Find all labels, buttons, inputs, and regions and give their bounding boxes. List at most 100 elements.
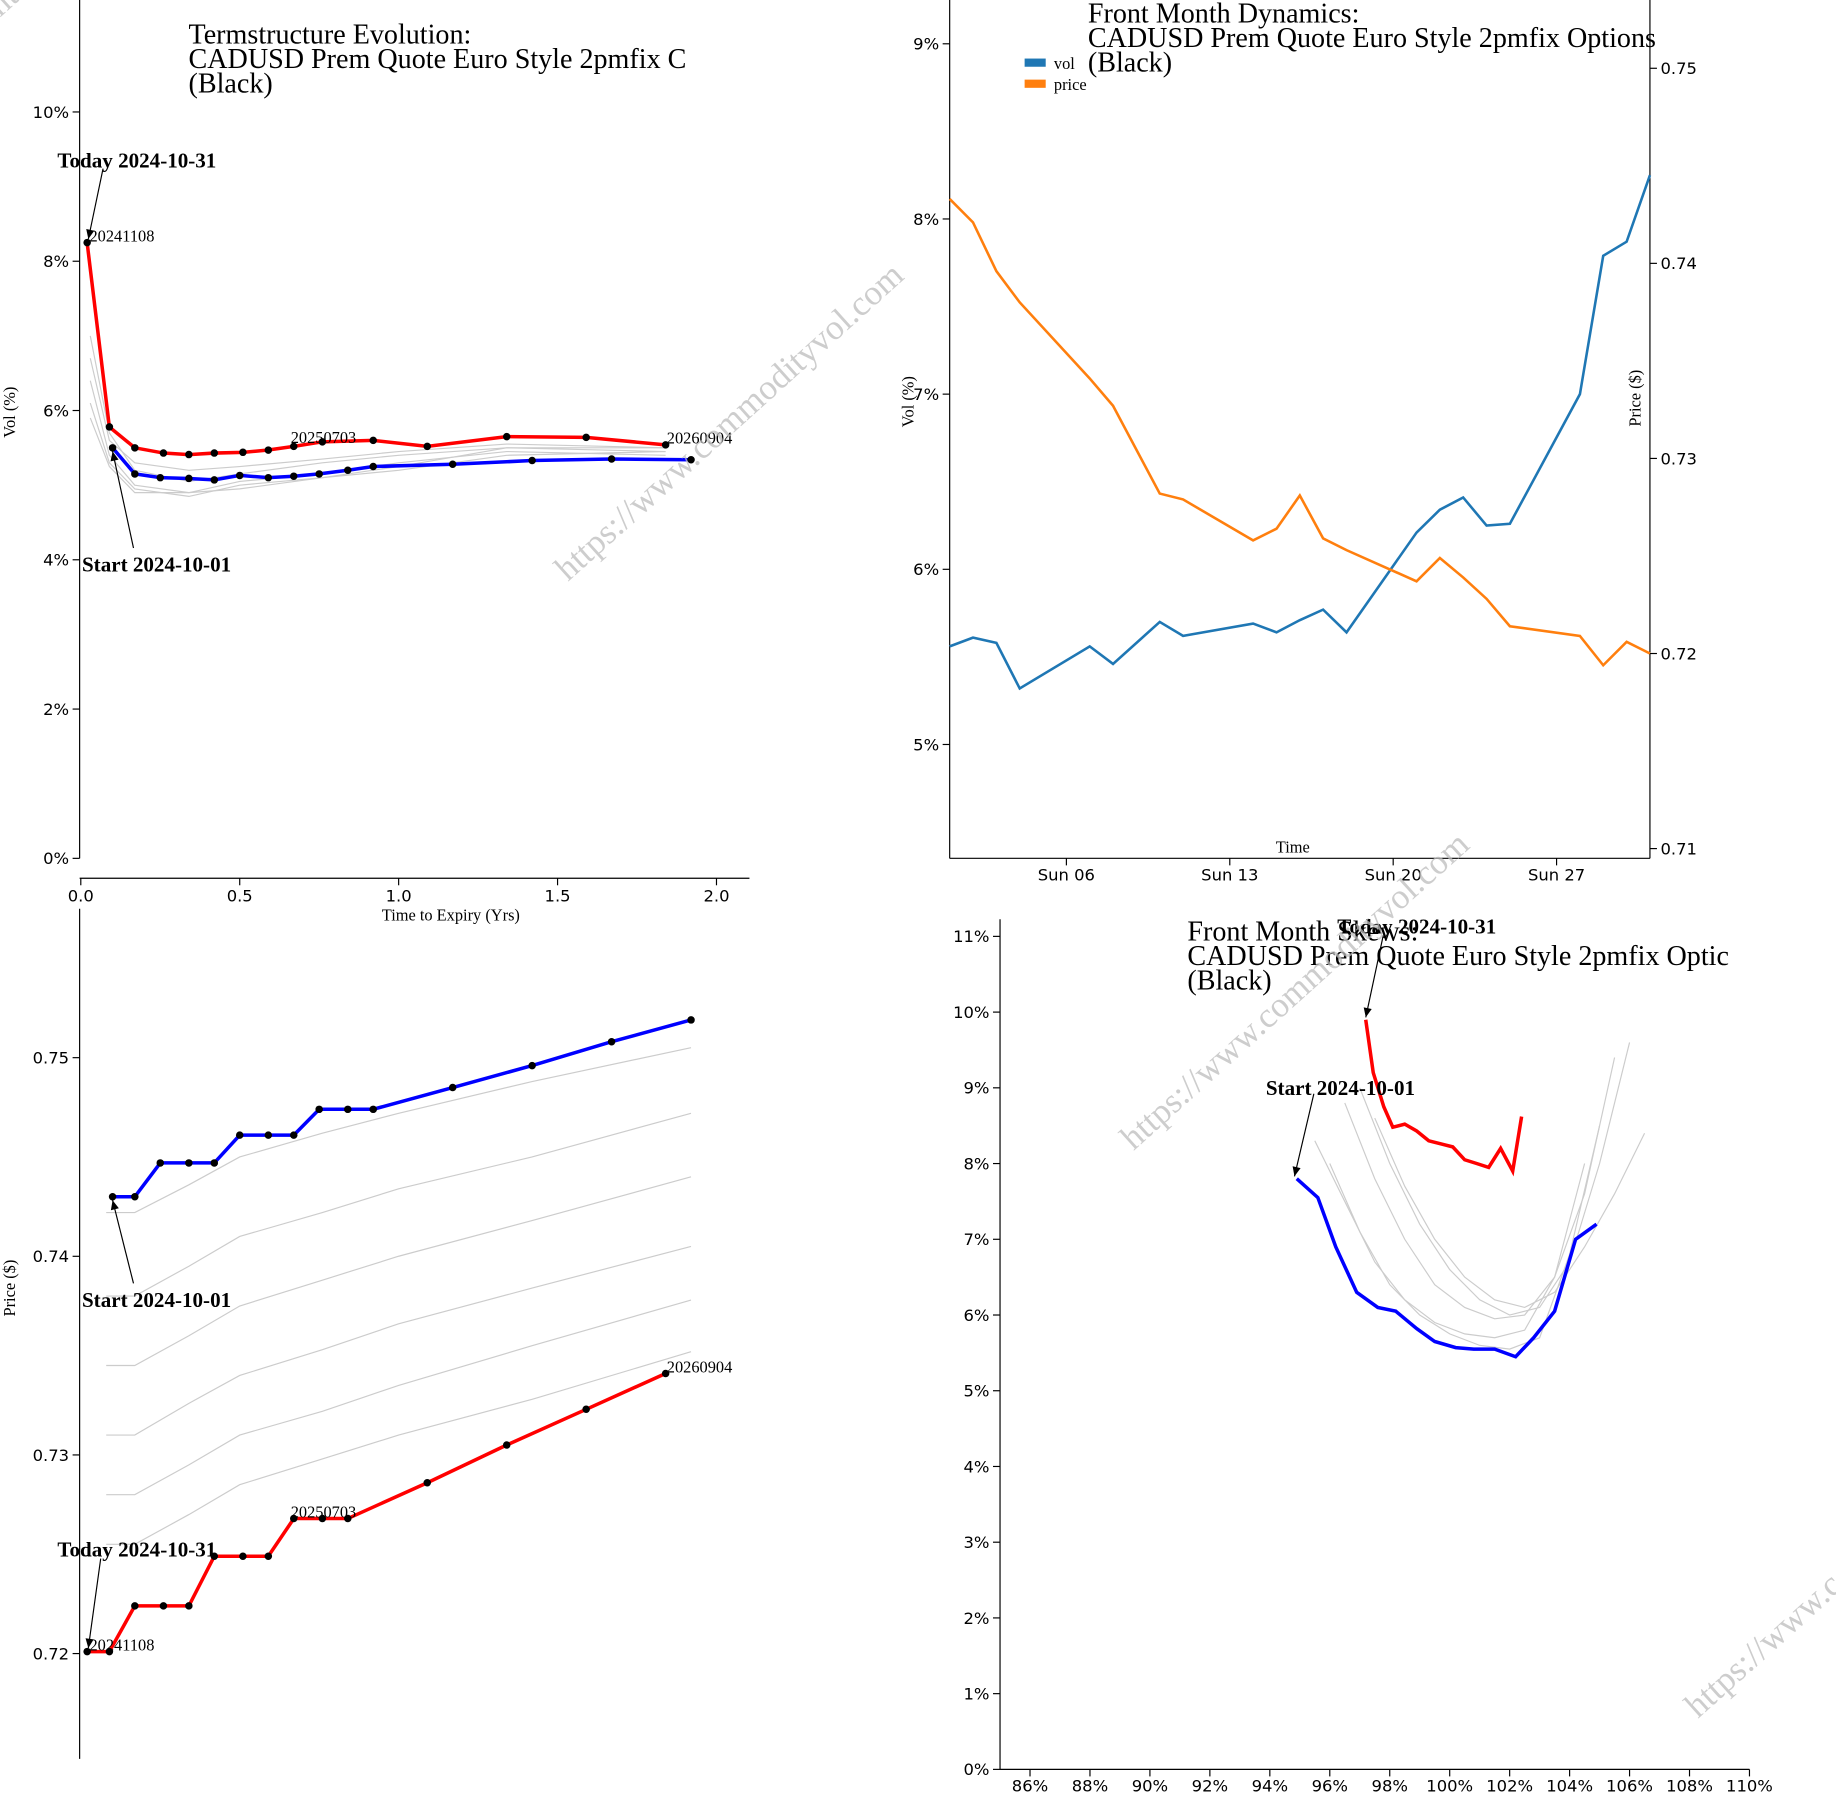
start-point [290, 472, 298, 480]
x-tick-label: 92% [1192, 1777, 1228, 1796]
today-point [83, 238, 91, 247]
y-tick-label: 10% [953, 1003, 989, 1022]
start-point [344, 1105, 352, 1114]
y-axis-label: Price ($) [0, 1260, 19, 1317]
y-tick-label: 5% [964, 1382, 990, 1401]
chart-title: (Black) [1088, 47, 1172, 78]
start-point [156, 1159, 165, 1167]
start-line [1295, 1177, 1598, 1359]
chart-title: CADUSD Prem Quote Euro Style 2pmfix C [189, 44, 687, 75]
today-annotation: Today 2024-10-31 [1337, 914, 1496, 938]
y-tick-label: 11% [953, 927, 989, 946]
start-annotation: Start 2024-10-01 [1266, 1076, 1415, 1100]
x-tick-label: 98% [1372, 1777, 1408, 1796]
start-arrow-head [1292, 1166, 1301, 1177]
today-arrow-head [85, 1638, 94, 1649]
start-point [687, 1016, 695, 1024]
legend-label-vol: vol [1054, 54, 1075, 73]
today-line [87, 1371, 667, 1654]
x-tick-label: 88% [1072, 1777, 1108, 1796]
history-line [1374, 1117, 1646, 1309]
today-arrow-line [87, 168, 104, 240]
start-point [108, 1192, 117, 1201]
today-point [131, 444, 139, 452]
termstructure-chart: 0% 2% 4% 6% 8% 10% 0.0 0.5 1.0 1.5 2.0 Time to Expi… [0, 0, 750, 924]
today-annotation: Today 2024-10-31 [57, 148, 216, 172]
history-line [89, 380, 666, 494]
today-point [502, 1441, 511, 1449]
today-arrow-line [1365, 936, 1384, 1018]
legend-swatch-price [1024, 79, 1046, 88]
start-arrow-line [1293, 1093, 1315, 1177]
y-tick-label: 9% [913, 35, 939, 54]
start-point [235, 1131, 244, 1139]
point-label: 20241108 [89, 1635, 154, 1654]
y-tick-label: 7% [964, 1230, 990, 1249]
y-tick-label: 7% [913, 385, 939, 404]
y-tick-label: 2% [964, 1609, 990, 1628]
price-line [948, 198, 1651, 668]
today-arrow-line [87, 1558, 102, 1649]
x-tick-label: 100% [1426, 1777, 1473, 1796]
history-line [1359, 1042, 1631, 1316]
start-point [210, 1159, 219, 1167]
front-month-skews-chart: 0% 1% 2% 3% 4% 5% 6% 7% 8% 9% 10% 11% 86% 88% 90% 92% 94… [953, 914, 1773, 1795]
x-tick-label: 106% [1606, 1777, 1653, 1796]
point-label: 20241108 [89, 226, 154, 245]
start-annotation: Start 2024-10-01 [82, 1288, 231, 1312]
legend-swatch-vol [1024, 58, 1046, 67]
y-tick-label: 8% [964, 1154, 990, 1173]
x-tick-label: Sun 20 [1365, 866, 1422, 885]
watermark-text: https://www.commodityvol.com [1113, 824, 1477, 1157]
start-arrow-line [112, 451, 135, 549]
start-point [108, 444, 117, 452]
start-point [528, 456, 536, 465]
today-point [239, 1552, 247, 1560]
chart-title: Front Month Dynamics: [1088, 0, 1360, 29]
legend-label-price: price [1054, 75, 1087, 94]
today-point [105, 423, 114, 431]
start-point [528, 1061, 536, 1070]
today-point [290, 1514, 298, 1523]
start-annotation: Start 2024-10-01 [82, 552, 231, 576]
x-tick-label: 1.5 [545, 887, 571, 906]
start-arrow-line [112, 1200, 135, 1284]
today-point [318, 438, 327, 446]
start-point [369, 1105, 377, 1114]
x-tick-label: 1.0 [386, 887, 412, 906]
today-arrow-head [86, 229, 95, 240]
y2-tick-label: 0.72 [1660, 644, 1696, 663]
y-tick-label: 4% [964, 1457, 990, 1476]
x-tick-label: 2.0 [703, 887, 729, 906]
start-line [112, 1018, 692, 1199]
start-point [235, 471, 244, 480]
history-line [1314, 1140, 1586, 1339]
y-tick-label: 6% [964, 1306, 990, 1325]
watermark-text: https://www.commodityvol.com [1677, 1392, 1836, 1725]
today-point [502, 432, 511, 441]
today-point [185, 450, 193, 459]
history-line [106, 1245, 692, 1436]
history-line [106, 1176, 692, 1367]
y2-tick-label: 0.71 [1660, 839, 1696, 858]
today-point [369, 436, 377, 445]
today-point [159, 449, 168, 457]
chart-title: CADUSD Prem Quote Euro Style 2pmfix Opti… [1088, 23, 1656, 54]
start-point [264, 1131, 273, 1139]
start-point [448, 460, 457, 468]
y-tick-label: 10% [33, 103, 69, 122]
start-arrow-head [110, 451, 119, 462]
front-month-dynamics-chart: 5% 6% 7% 8% 9% 0.71 0.72 0.73 0.74 0.75 Sun 06 Sun … [898, 0, 1697, 885]
x-tick-label: 86% [1012, 1777, 1048, 1796]
today-line [85, 242, 666, 457]
chart-title: (Black) [189, 69, 273, 100]
today-point [344, 1514, 352, 1523]
history-line [89, 402, 666, 497]
today-point [105, 1647, 114, 1656]
chart-title: (Black) [1187, 965, 1271, 996]
y-tick-label: 8% [43, 252, 69, 271]
x-tick-label: Sun 13 [1201, 866, 1258, 885]
x-tick-label: 102% [1486, 1777, 1533, 1796]
y-tick-label: 0% [964, 1760, 990, 1779]
